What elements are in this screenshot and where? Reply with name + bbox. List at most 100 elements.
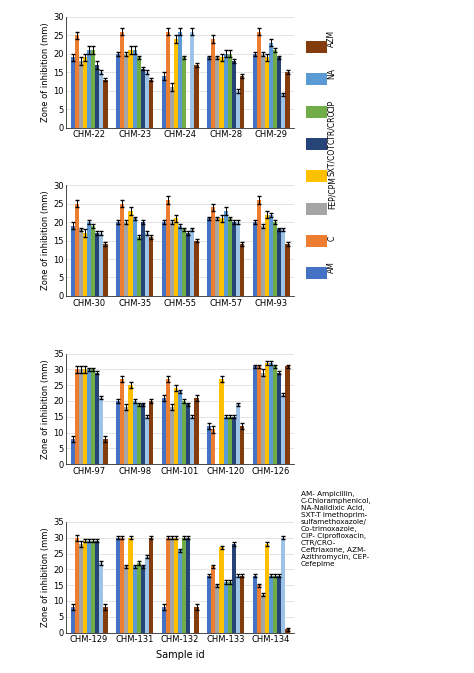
Bar [87, 50, 91, 128]
Bar [207, 57, 211, 128]
Bar [194, 240, 199, 296]
Bar [128, 211, 133, 296]
Bar [219, 379, 224, 464]
Bar [257, 585, 261, 633]
Bar [170, 222, 174, 296]
Bar [75, 538, 79, 633]
Bar [257, 366, 261, 464]
Bar [141, 222, 145, 296]
Bar [236, 91, 240, 128]
Bar [269, 575, 273, 633]
Bar [137, 404, 141, 464]
Bar [265, 215, 269, 296]
Bar [282, 229, 285, 296]
Bar [149, 401, 153, 464]
Bar [282, 94, 285, 128]
Bar [83, 369, 87, 464]
Bar [91, 225, 95, 296]
Bar [232, 61, 236, 128]
Bar [83, 57, 87, 128]
Bar [178, 551, 182, 633]
Bar [224, 54, 228, 128]
Bar [277, 229, 282, 296]
Bar [257, 32, 261, 128]
Bar [186, 538, 191, 633]
Text: AM: AM [328, 261, 336, 273]
Bar [100, 398, 103, 464]
Bar [277, 372, 282, 464]
Text: AM- Ampicillin,
C-Chloramphenicol,
NA-Nalidixic Acid,
SXT-T imethoprim-
sulfamet: AM- Ampicillin, C-Chloramphenicol, NA-Na… [301, 491, 372, 567]
Bar [91, 541, 95, 633]
Bar [166, 200, 170, 296]
Bar [240, 244, 244, 296]
Bar [87, 369, 91, 464]
Bar [133, 219, 137, 296]
Bar [124, 566, 128, 633]
Bar [191, 229, 194, 296]
Bar [219, 219, 224, 296]
Bar [178, 225, 182, 296]
Bar [285, 244, 290, 296]
Bar [133, 50, 137, 128]
Bar [100, 233, 103, 296]
Bar [79, 369, 83, 464]
X-axis label: Sample id: Sample id [156, 650, 204, 660]
Bar [149, 79, 153, 128]
Bar [116, 538, 120, 633]
Bar [162, 607, 166, 633]
Bar [265, 544, 269, 633]
Y-axis label: Zone of inhibition (mm): Zone of inhibition (mm) [41, 22, 50, 122]
Bar [137, 57, 141, 128]
Bar [124, 222, 128, 296]
Bar [170, 87, 174, 128]
Bar [95, 233, 100, 296]
Bar [269, 215, 273, 296]
Bar [182, 229, 186, 296]
Bar [141, 69, 145, 128]
Bar [207, 219, 211, 296]
Bar [232, 222, 236, 296]
Bar [186, 404, 191, 464]
Bar [228, 582, 232, 633]
Bar [215, 585, 219, 633]
Bar [182, 538, 186, 633]
Bar [124, 54, 128, 128]
Bar [273, 575, 277, 633]
Bar [240, 575, 244, 633]
Bar [174, 388, 178, 464]
Text: NA: NA [328, 69, 336, 79]
Bar [149, 237, 153, 296]
Bar [228, 219, 232, 296]
Bar [191, 417, 194, 464]
Bar [211, 566, 215, 633]
Bar [236, 575, 240, 633]
Bar [87, 222, 91, 296]
Bar [71, 439, 75, 464]
Bar [83, 541, 87, 633]
Bar [137, 563, 141, 633]
Bar [79, 544, 83, 633]
Bar [265, 363, 269, 464]
Bar [162, 398, 166, 464]
Bar [228, 417, 232, 464]
Bar [174, 219, 178, 296]
Bar [133, 401, 137, 464]
Bar [273, 222, 277, 296]
Bar [145, 233, 149, 296]
Bar [236, 222, 240, 296]
Bar [79, 61, 83, 128]
Bar [277, 575, 282, 633]
Text: AZM: AZM [328, 30, 336, 47]
Bar [124, 407, 128, 464]
Bar [240, 76, 244, 128]
Bar [261, 595, 265, 633]
Bar [224, 417, 228, 464]
Text: C: C [328, 236, 336, 241]
Bar [285, 366, 290, 464]
Bar [128, 385, 133, 464]
Bar [103, 244, 108, 296]
Bar [116, 401, 120, 464]
Bar [174, 39, 178, 128]
Bar [87, 541, 91, 633]
Bar [224, 582, 228, 633]
